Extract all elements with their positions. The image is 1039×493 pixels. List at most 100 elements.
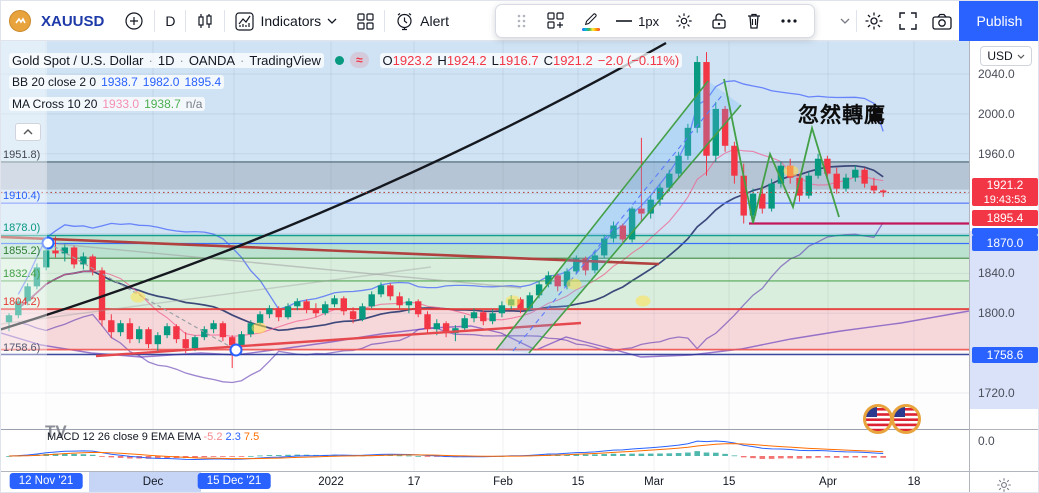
macd-zero-label: 0.0 xyxy=(978,434,995,448)
price-axis-label: 2000.0 xyxy=(978,106,1015,121)
macd-histogram-bar xyxy=(6,456,12,457)
candle-body xyxy=(368,294,375,307)
gear-icon xyxy=(865,12,883,30)
tradingview-watermark: TV xyxy=(45,422,67,441)
axis-settings-gear-icon[interactable] xyxy=(996,477,1012,492)
timeframe-button[interactable]: D xyxy=(165,13,176,29)
macd-legend-row[interactable]: MACD 12 26 close 9 EMA EMA -5.2 2.3 7.5 xyxy=(47,431,260,443)
toolbar-right: Publish xyxy=(834,1,1038,41)
line-width-button[interactable]: 1px xyxy=(608,6,667,36)
drawing-settings-button[interactable] xyxy=(667,6,702,36)
date-range-badge[interactable]: 12 Nov '21 xyxy=(9,473,83,489)
lock-button[interactable] xyxy=(702,6,737,36)
candle-body xyxy=(43,250,50,268)
ma-cross-legend-row[interactable]: MA Cross 10 20 1933.0 1938.7 n/a xyxy=(9,95,682,113)
candlestick-icon xyxy=(198,14,213,28)
candle-body xyxy=(470,312,478,319)
toolbar-collapse-chevron[interactable] xyxy=(834,1,856,41)
candle-body xyxy=(33,267,41,287)
chevron-up-icon xyxy=(23,129,33,135)
candle-body xyxy=(359,306,366,320)
alert-button[interactable]: Alert xyxy=(385,1,459,41)
macd-histogram-bar xyxy=(145,456,152,459)
drag-handle[interactable] xyxy=(504,6,539,36)
snapshot-button[interactable] xyxy=(925,1,959,41)
channel-mid-line xyxy=(512,92,725,352)
candle-body xyxy=(154,335,161,345)
candle-body xyxy=(284,306,292,318)
candle-body xyxy=(768,183,775,209)
macd-histogram-bar xyxy=(796,456,803,459)
candle-body xyxy=(721,108,729,146)
macd-histogram-bar xyxy=(694,451,700,456)
price-chart-canvas[interactable] xyxy=(1,41,969,471)
time-axis[interactable]: Dec 2022 17 Feb 15 Mar 15 Apr 18 12 Nov '21 15 Dec… xyxy=(1,471,969,492)
candle-body xyxy=(331,298,338,305)
publish-button[interactable]: Publish xyxy=(959,1,1038,41)
text-annotation[interactable]: 忽然轉鷹 xyxy=(798,103,886,127)
price-axis[interactable]: USD 2040.0 2000.0 1960.0 1840.0 1800.0 1720.0… xyxy=(969,41,1038,492)
drawing-anchor-point xyxy=(41,236,55,250)
chart-settings-button[interactable] xyxy=(857,1,891,41)
delete-button[interactable] xyxy=(736,6,771,36)
candle-body xyxy=(805,175,812,196)
macd-histogram-bar xyxy=(647,453,654,456)
yellow-highlight-mark xyxy=(783,165,799,177)
date-range-highlight xyxy=(89,472,201,492)
legend-collapse-button[interactable] xyxy=(15,123,41,141)
candle-body xyxy=(433,323,440,330)
macd-histogram-bar xyxy=(564,454,570,456)
date-range-badge[interactable]: 15 Dec '21 xyxy=(197,473,271,489)
macd-histogram-bar xyxy=(164,456,170,459)
chart-style-button[interactable] xyxy=(186,1,224,41)
macd-histogram-bar xyxy=(108,456,115,458)
macd-histogram-bar xyxy=(71,453,77,456)
macd-histogram-bar xyxy=(843,456,849,458)
us-flag-event-icon[interactable] xyxy=(859,400,927,443)
camera-icon xyxy=(932,13,952,30)
fullscreen-icon xyxy=(899,12,917,30)
currency-dropdown[interactable]: USD xyxy=(980,46,1032,66)
macd-histogram-bar xyxy=(620,453,626,456)
symbol-legend-row[interactable]: Gold Spot / U.S. Dollar · 1D · OANDA · T… xyxy=(9,51,683,69)
bb-label: BB 20 close 2 0 xyxy=(12,75,97,89)
candle-body xyxy=(610,225,617,239)
chart-pane[interactable] xyxy=(1,41,969,471)
add-to-layout-button[interactable] xyxy=(539,6,574,36)
drawing-toolbar-floating: 1px xyxy=(495,4,815,38)
candle-body xyxy=(740,175,747,216)
candle-body xyxy=(303,301,310,310)
bb-legend-row[interactable]: BB 20 close 2 0 1938.7 1982.0 1895.4 xyxy=(9,73,682,91)
macd-histogram-bar xyxy=(285,454,291,456)
macd-histogram-bar xyxy=(778,456,784,459)
candle-body xyxy=(638,208,645,214)
candle-body xyxy=(582,258,589,271)
candle-body xyxy=(535,284,543,296)
macd-histogram-bar xyxy=(657,453,663,456)
legend-interval: 1D xyxy=(157,52,175,68)
market-status[interactable]: ≈ xyxy=(334,52,369,68)
macd-histogram-bar xyxy=(396,455,403,457)
candle-body xyxy=(833,173,840,189)
grid-plus-icon xyxy=(547,12,564,29)
macd-histogram-bar xyxy=(833,456,840,458)
macd-histogram-bar xyxy=(601,454,607,456)
macd-histogram-bar xyxy=(610,453,617,456)
compare-add-button[interactable] xyxy=(114,1,154,41)
drawing-tool-button[interactable] xyxy=(574,6,609,36)
candle-body xyxy=(266,308,273,315)
chevron-down-icon xyxy=(840,18,850,24)
layout-grid-button[interactable] xyxy=(347,1,384,41)
price-line-label: 1855.2) xyxy=(3,245,41,258)
macd-histogram-bar xyxy=(192,456,198,458)
symbol-search-button[interactable]: XAUUSD xyxy=(31,1,114,41)
color-strip xyxy=(581,27,600,31)
candle-body xyxy=(777,165,785,184)
more-options-button[interactable] xyxy=(771,6,806,36)
change-value: −2.0 (−0.11%) xyxy=(597,52,680,68)
indicators-button[interactable]: Indicators xyxy=(225,1,347,41)
fullscreen-button[interactable] xyxy=(891,1,925,41)
macd-histogram-bar xyxy=(703,452,710,456)
candle-body xyxy=(666,173,673,188)
price-line-label: 1878.0) xyxy=(3,222,41,235)
